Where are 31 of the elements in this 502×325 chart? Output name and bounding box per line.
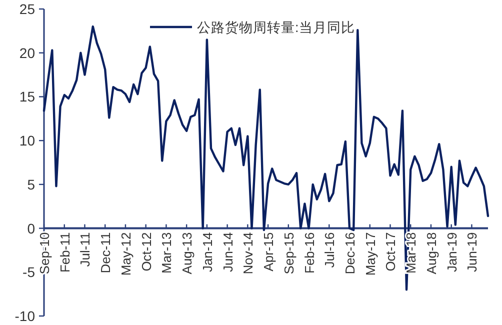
x-tick-label: Oct-12 xyxy=(138,232,154,272)
legend-label: 公路货物周转量:当月同比 xyxy=(197,20,355,35)
x-tick-label: Feb-11 xyxy=(57,232,72,273)
y-tick-label: -5 xyxy=(22,264,36,280)
y-tick-label: 0 xyxy=(27,220,36,236)
x-tick-label: Mar-13 xyxy=(159,232,174,274)
x-tick-label: Oct-17 xyxy=(383,232,398,272)
y-tick-label: 15 xyxy=(19,88,36,105)
x-tick-label: Jul-11 xyxy=(78,232,93,267)
x-tick-label: Dec-16 xyxy=(342,232,358,274)
y-tick-label: 10 xyxy=(19,132,36,149)
x-tick-label: Jan-14 xyxy=(200,232,215,272)
x-tick-label: Mar-18 xyxy=(404,232,419,274)
x-tick-label: Apr-15 xyxy=(261,232,276,272)
x-tick-label: Feb-16 xyxy=(302,232,317,274)
x-tick-label: Sep-15 xyxy=(281,232,296,274)
y-tick-label: 20 xyxy=(19,44,36,61)
x-tick-label: May-17 xyxy=(362,232,378,276)
x-tick-label: Jun-14 xyxy=(220,232,236,272)
x-tick-label: Jun-19 xyxy=(464,232,480,272)
x-tick-label: Jul-16 xyxy=(322,232,338,268)
x-tick-label: Dec-11 xyxy=(98,232,114,274)
x-tick-label: Nov-14 xyxy=(240,232,256,274)
x-tick-label: Aug-13 xyxy=(180,232,195,274)
x-tick-label: Sep-10 xyxy=(37,232,52,274)
y-tick-label: 25 xyxy=(19,1,36,17)
y-tick-label: -10 xyxy=(14,308,36,324)
y-tick-label: 5 xyxy=(27,176,36,192)
x-tick-label: May-12 xyxy=(118,232,134,276)
x-tick-label: Aug-18 xyxy=(424,232,439,274)
x-tick-label: Jan-19 xyxy=(444,232,460,272)
